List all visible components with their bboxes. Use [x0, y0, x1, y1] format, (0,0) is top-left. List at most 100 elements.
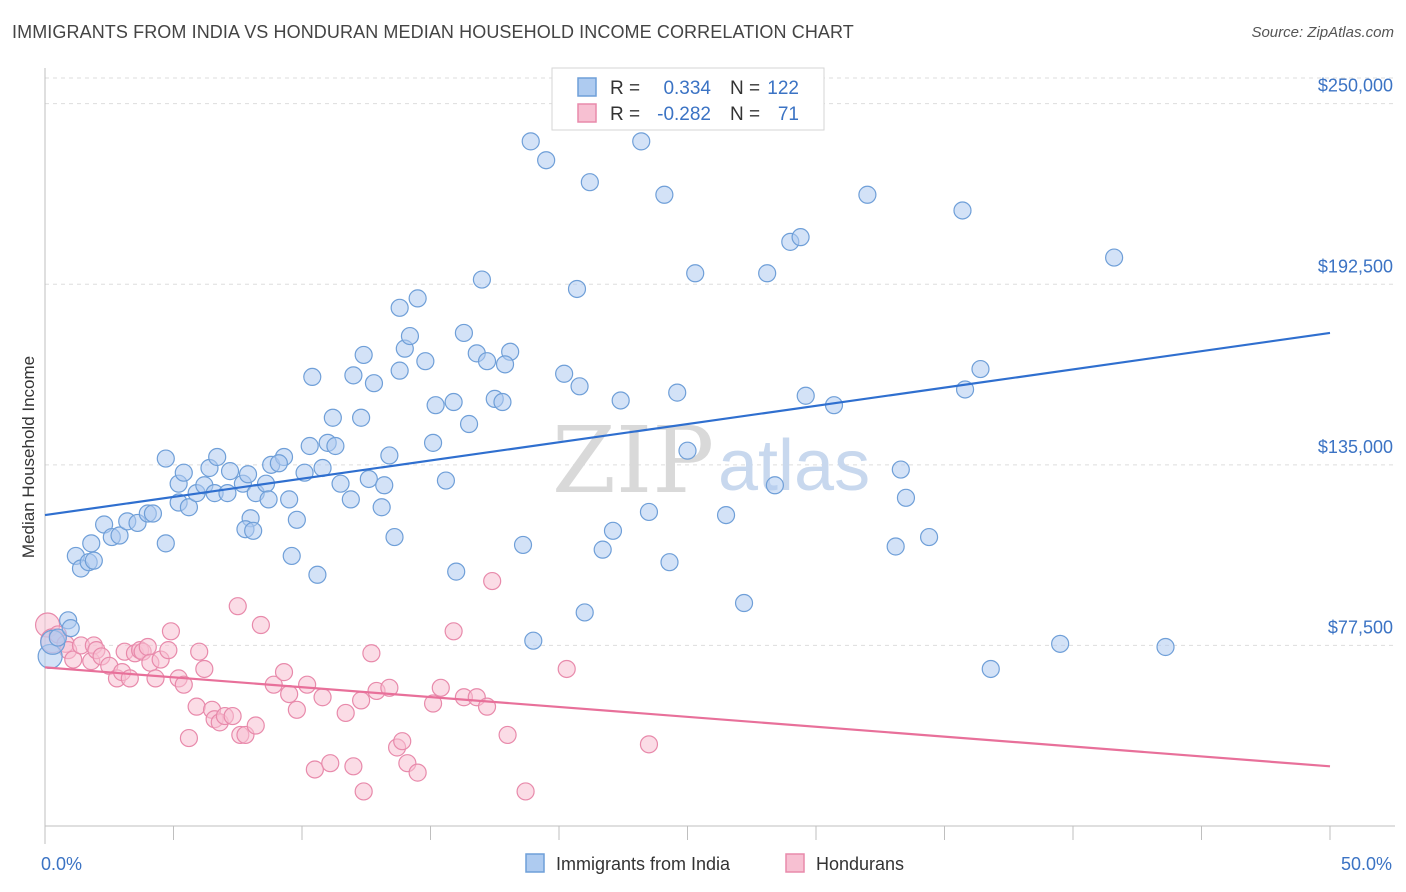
india-point — [156, 449, 175, 468]
hondurans-point — [246, 716, 265, 735]
legend-hond-n-label: N = — [730, 104, 760, 125]
india-point — [919, 527, 939, 547]
india-point — [593, 540, 612, 559]
hondurans-point — [190, 642, 209, 661]
india-point — [1156, 637, 1175, 657]
grid-layer — [45, 77, 1395, 646]
hondurans-point — [195, 659, 214, 679]
hondurans-point — [274, 663, 294, 682]
x-tick-label: 50.0% — [1341, 854, 1392, 874]
india-point — [639, 502, 659, 522]
hondurans-point — [336, 703, 355, 723]
hondurans-point — [280, 684, 299, 704]
hondurans-point — [313, 688, 332, 707]
legend-hond-n-value: 71 — [778, 104, 799, 125]
hondurans-point — [352, 691, 371, 710]
india-point — [48, 628, 67, 647]
hondurans-points — [34, 571, 659, 801]
y-tick-label: $250,000 — [1318, 76, 1393, 96]
india-point — [981, 659, 1000, 679]
hondurans-point — [321, 754, 340, 773]
india-point — [436, 471, 456, 490]
india-point — [308, 565, 327, 584]
india-point — [380, 446, 399, 465]
india-point — [603, 521, 623, 540]
india-point — [269, 454, 288, 473]
hondurans-point — [408, 763, 427, 782]
hondurans-point — [298, 675, 317, 694]
india-point — [400, 326, 420, 346]
hondurans-point — [138, 637, 157, 657]
hondurans-point — [483, 571, 502, 591]
india-point — [300, 436, 319, 456]
x-tick-label: 0.0% — [41, 854, 82, 874]
india-point — [570, 377, 589, 396]
hondurans-point — [431, 678, 450, 697]
india-point — [174, 463, 193, 482]
legend-india-r-label: R = — [610, 78, 640, 99]
india-point — [390, 298, 409, 317]
y-tick-label: $77,500 — [1328, 617, 1393, 637]
india-point — [791, 228, 810, 247]
india-point — [179, 498, 199, 517]
hondurans-point — [251, 615, 270, 635]
india-point — [655, 185, 674, 204]
india-point — [537, 151, 556, 170]
india-point — [82, 534, 101, 553]
india-point — [886, 537, 905, 556]
legend-hond-r-label: R = — [610, 104, 640, 125]
india-point — [454, 323, 474, 343]
india-point — [953, 201, 972, 220]
axis-layer: $77,500 $135,000 $192,500 $250,000 0.0% 50.0% — [41, 68, 1395, 874]
india-point — [287, 510, 306, 529]
india-point — [238, 465, 258, 484]
india-point — [611, 391, 630, 410]
india-point — [555, 364, 574, 383]
india-point — [567, 279, 587, 299]
india-trend-line — [44, 331, 1331, 517]
hondurans-point — [179, 728, 199, 748]
watermark: ZIP atlas — [552, 407, 870, 514]
india-point — [84, 551, 103, 570]
india-point — [758, 264, 777, 283]
legend-hond-swatch — [577, 103, 597, 123]
trend-lines — [44, 331, 1331, 768]
india-point — [323, 408, 342, 427]
india-point — [344, 366, 363, 385]
india-point — [280, 490, 299, 509]
india-point — [341, 490, 360, 509]
india-point — [331, 474, 350, 493]
india-point — [524, 631, 543, 650]
india-point — [282, 546, 301, 566]
india-point — [390, 361, 409, 380]
hondurans-point — [423, 694, 443, 713]
india-point — [303, 367, 322, 387]
india-point — [580, 173, 599, 192]
y-tick-label: $135,000 — [1318, 437, 1393, 457]
india-point — [575, 603, 594, 622]
india-point — [208, 447, 227, 467]
india-point — [385, 527, 404, 547]
india-point — [678, 441, 697, 460]
india-point — [61, 619, 80, 638]
india-point — [244, 521, 263, 540]
hondurans-point — [146, 669, 165, 688]
india-point — [858, 185, 877, 204]
india-point — [326, 436, 345, 456]
india-point — [734, 593, 754, 613]
india-point — [423, 433, 443, 452]
hondurans-point — [380, 678, 399, 697]
india-point — [513, 535, 533, 555]
hondurans-point — [187, 697, 206, 716]
legend-india-swatch — [577, 77, 597, 97]
india-point — [156, 534, 175, 553]
watermark-atlas: atlas — [718, 426, 870, 506]
india-point — [218, 484, 237, 503]
india-point — [408, 289, 427, 308]
y-tick-label: $192,500 — [1318, 256, 1393, 276]
india-point — [372, 498, 391, 517]
legend-hond-r-value: -0.282 — [657, 104, 711, 125]
y-axis-title: Median Household Income — [19, 356, 38, 558]
bottom-legend-india-swatch — [525, 853, 545, 873]
hondurans-point — [64, 650, 83, 669]
